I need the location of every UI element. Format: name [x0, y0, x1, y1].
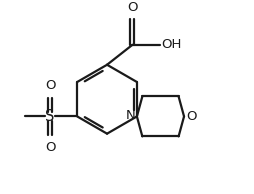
Text: S: S: [45, 109, 55, 124]
Text: O: O: [45, 79, 55, 92]
Text: O: O: [186, 110, 196, 123]
Text: O: O: [127, 1, 138, 14]
Text: OH: OH: [162, 38, 182, 51]
Text: N: N: [126, 109, 136, 122]
Text: O: O: [45, 141, 55, 154]
